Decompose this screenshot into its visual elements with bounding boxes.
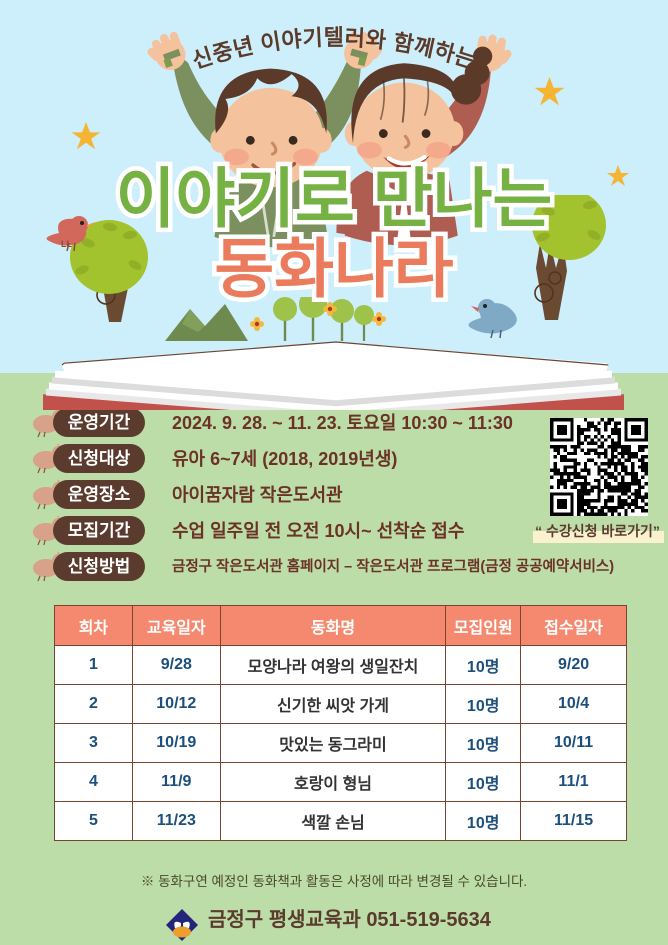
svg-text:신중년 이야기텔러와 함께하는: 신중년 이야기텔러와 함께하는	[189, 25, 479, 73]
